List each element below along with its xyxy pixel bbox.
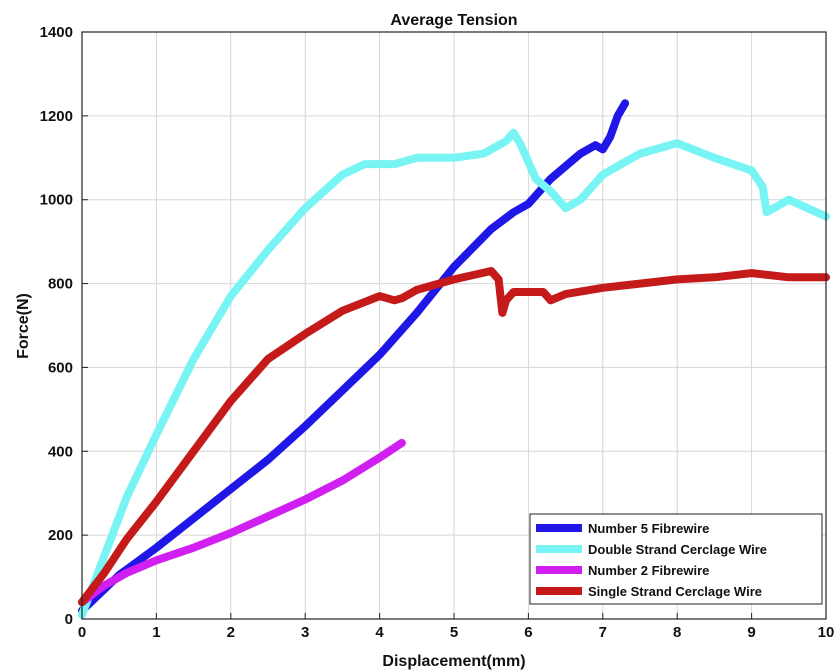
x-tick-label: 0 [78, 624, 86, 641]
x-tick-label: 1 [152, 624, 160, 641]
x-tick-label: 7 [599, 624, 607, 641]
series-lines [78, 99, 830, 619]
x-tick-label: 2 [227, 624, 235, 641]
series-line-3 [78, 438, 406, 607]
x-axis-label: Displacement(mm) [382, 653, 525, 670]
y-tick-label: 0 [65, 611, 73, 628]
x-tick-label: 5 [450, 624, 458, 641]
x-tick-label: 4 [375, 624, 384, 641]
legend-label-2: Double Strand Cerclage Wire [588, 542, 767, 557]
series-line-2 [78, 128, 830, 619]
y-tick-label: 200 [48, 527, 73, 544]
y-tick-label: 1000 [40, 192, 73, 209]
chart-title: Average Tension [390, 12, 517, 29]
series-line-1 [78, 99, 630, 615]
x-tick-label: 9 [747, 624, 755, 641]
x-tick-label: 10 [818, 624, 835, 641]
y-tick-label: 1400 [40, 24, 73, 41]
x-tick-label: 3 [301, 624, 309, 641]
y-tick-label: 600 [48, 359, 73, 376]
legend-label-1: Number 5 Fibrewire [588, 521, 709, 536]
y-axis-label: Force(N) [15, 293, 32, 359]
axis-ticks: 0 1 2 3 4 5 6 7 8 9 10 0 200 400 600 800 1000 1200 1400 [40, 24, 835, 641]
legend-label-3: Number 2 Fibrewire [588, 563, 709, 578]
legend: Number 5 Fibrewire Double Strand Cerclage… [529, 513, 823, 605]
x-tick-label: 6 [524, 624, 532, 641]
series-line-4 [78, 267, 830, 607]
y-tick-label: 800 [48, 276, 73, 293]
legend-label-4: Single Strand Cerclage Wire [588, 584, 762, 599]
y-tick-label: 1200 [40, 108, 73, 125]
x-tick-label: 8 [673, 624, 681, 641]
y-tick-label: 400 [48, 443, 73, 460]
